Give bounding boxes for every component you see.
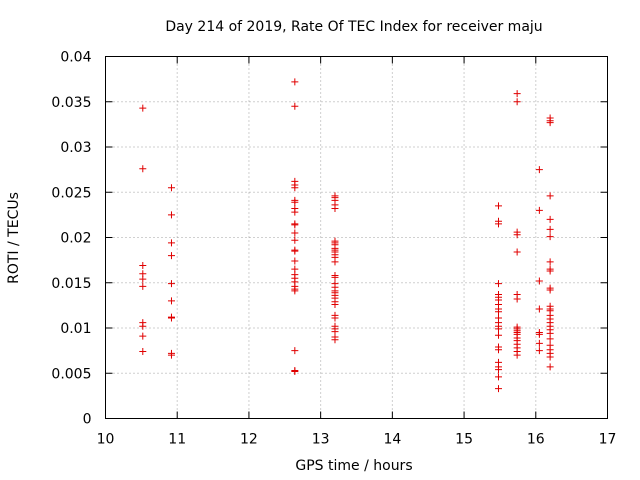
chart-title: Day 214 of 2019, Rate Of TEC Index for r… <box>165 19 542 35</box>
axis-ticks <box>105 56 608 419</box>
data-point-marker <box>546 225 554 233</box>
tick-labels: 10 11 12 13 14 15 16 17 0 0.005 0.01 0.015 0.02 0.025… <box>51 50 616 448</box>
grid-lines <box>105 56 608 419</box>
data-point-marker <box>167 351 175 359</box>
data-point-marker <box>546 258 554 266</box>
data-point-marker <box>291 287 299 295</box>
data-point-marker <box>291 236 299 244</box>
data-point-marker <box>546 335 554 343</box>
data-point-marker <box>331 314 339 322</box>
data-point-marker <box>546 192 554 200</box>
data-point-marker <box>535 206 543 214</box>
data-point-marker <box>494 308 502 316</box>
data-point-marker <box>139 262 147 270</box>
data-point-marker <box>139 332 147 340</box>
data-point-marker <box>331 300 339 308</box>
y-tick-label: 0.03 <box>60 140 91 156</box>
data-point-marker <box>513 351 521 359</box>
data-point-marker <box>291 198 299 206</box>
data-point-marker <box>494 373 502 381</box>
data-point-marker <box>546 363 554 371</box>
x-tick-label: 15 <box>455 432 473 448</box>
data-point-marker <box>546 233 554 241</box>
data-point-marker <box>291 347 299 355</box>
x-tick-label: 13 <box>312 432 330 448</box>
y-tick-label: 0.035 <box>51 95 91 111</box>
data-point-marker <box>494 366 502 374</box>
data-point-marker <box>331 273 339 281</box>
y-axis-label: ROTI / TECUs <box>6 192 22 284</box>
data-points <box>139 78 554 393</box>
data-point-marker <box>494 202 502 210</box>
data-point-marker <box>139 348 147 356</box>
data-point-marker <box>139 104 147 112</box>
data-point-marker <box>494 325 502 333</box>
data-point-marker <box>535 347 543 355</box>
data-point-marker <box>167 211 175 219</box>
data-point-marker <box>546 353 554 361</box>
x-tick-label: 16 <box>527 432 545 448</box>
data-point-marker <box>167 252 175 260</box>
data-point-marker <box>494 331 502 339</box>
data-point-marker <box>535 305 543 313</box>
data-point-marker <box>535 339 543 347</box>
data-point-marker <box>139 282 147 290</box>
data-point-marker <box>291 102 299 110</box>
x-tick-label: 17 <box>599 432 617 448</box>
data-point-marker <box>494 346 502 354</box>
y-tick-label: 0.015 <box>51 276 91 292</box>
data-point-marker <box>139 165 147 173</box>
data-point-marker <box>139 322 147 330</box>
data-point-marker <box>167 239 175 247</box>
data-point-marker <box>494 385 502 393</box>
data-point-marker <box>139 275 147 283</box>
data-point-marker <box>291 221 299 229</box>
data-point-marker <box>291 229 299 237</box>
y-tick-label: 0.04 <box>60 50 91 66</box>
y-tick-label: 0.025 <box>51 185 91 201</box>
data-point-marker <box>535 277 543 285</box>
data-point-marker <box>167 297 175 305</box>
data-point-marker <box>494 220 502 228</box>
data-point-marker <box>291 78 299 86</box>
data-point-marker <box>546 215 554 223</box>
x-tick-label: 10 <box>97 432 115 448</box>
data-point-marker <box>513 98 521 106</box>
data-point-marker <box>513 231 521 239</box>
data-point-marker <box>331 336 339 344</box>
data-point-marker <box>167 314 175 322</box>
data-point-marker <box>331 258 339 266</box>
data-point-marker <box>167 184 175 192</box>
plot-frame <box>105 56 608 419</box>
data-point-marker <box>513 248 521 256</box>
data-point-marker <box>291 184 299 192</box>
data-point-marker <box>513 90 521 98</box>
data-point-marker <box>291 247 299 255</box>
data-point-marker <box>546 286 554 294</box>
data-point-marker <box>291 367 299 375</box>
x-axis-label: GPS time / hours <box>295 458 412 474</box>
data-point-marker <box>513 295 521 303</box>
data-point-marker <box>291 257 299 265</box>
x-tick-label: 14 <box>383 432 401 448</box>
data-point-marker <box>291 208 299 216</box>
data-point-marker <box>535 330 543 338</box>
data-point-marker <box>546 267 554 275</box>
data-point-marker <box>535 166 543 174</box>
data-point-marker <box>494 280 502 288</box>
y-tick-label: 0 <box>83 412 92 428</box>
data-point-marker <box>167 280 175 288</box>
y-tick-label: 0.02 <box>60 231 91 247</box>
x-tick-label: 11 <box>168 432 186 448</box>
data-point-marker <box>331 205 339 213</box>
y-tick-label: 0.005 <box>51 366 91 382</box>
data-point-marker <box>546 119 554 127</box>
x-tick-label: 12 <box>240 432 258 448</box>
y-tick-label: 0.01 <box>60 321 91 337</box>
